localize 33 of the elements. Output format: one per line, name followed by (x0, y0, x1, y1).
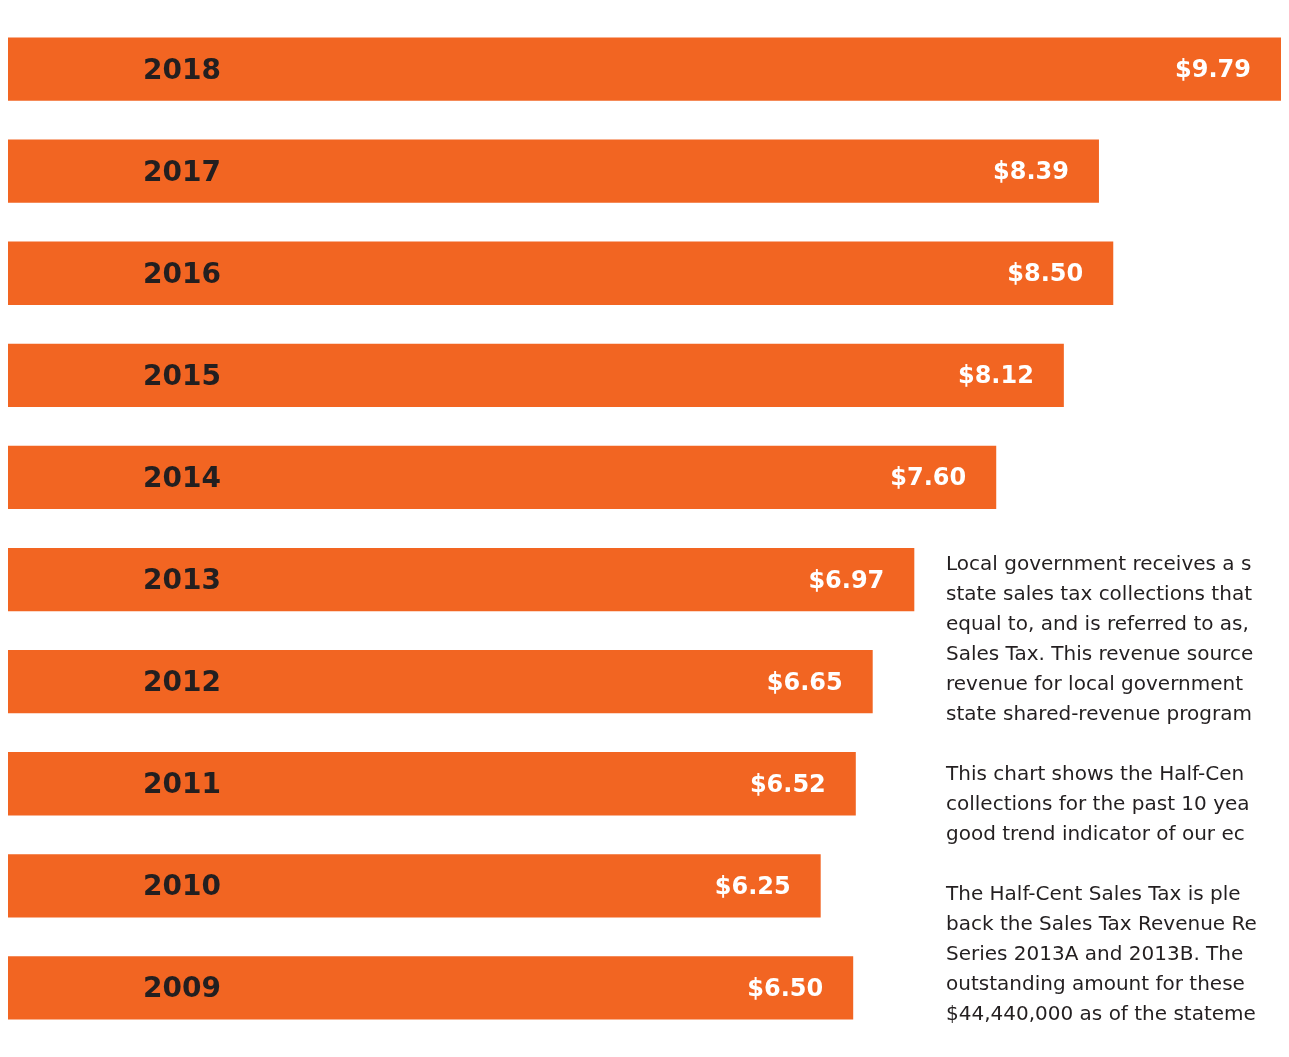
data-label: $6.65 (766, 667, 843, 696)
data-label: $6.25 (714, 871, 791, 900)
data-label: $6.97 (808, 565, 885, 594)
y-tick-label: 2016 (143, 256, 221, 290)
bar (8, 139, 1099, 203)
data-label: $6.50 (747, 973, 824, 1002)
bar (8, 445, 997, 510)
y-tick-label: 2009 (143, 971, 221, 1005)
data-label: $6.52 (749, 769, 826, 798)
y-tick-label: 2015 (143, 358, 221, 392)
data-label: $8.39 (993, 157, 1069, 186)
data-label: $8.12 (957, 361, 1034, 390)
y-tick-label: 2013 (143, 563, 221, 597)
y-tick-label: 2010 (143, 869, 221, 903)
y-tick-label: 2018 (143, 52, 221, 86)
bar (8, 241, 1114, 305)
y-tick-label: 2017 (143, 154, 221, 188)
bar (8, 854, 821, 918)
data-label: $7.60 (890, 463, 967, 492)
bar (8, 37, 1281, 101)
annotation: Local government receives a s state sales tax collections that equal to, and is referred to as, Sales Tax. This revenue source revenue for local government state shared-revenue program (946, 551, 1260, 725)
data-label: $9.79 (1175, 55, 1251, 84)
annotation: The Half-Cent Sales Tax is ple back the Sales Tax Revenue Re Series 2013A and 2013B. The outstanding amount for these $44,440,000 as of the stateme (945, 881, 1264, 1025)
bar (8, 956, 854, 1020)
bar (8, 650, 873, 714)
annotation: This chart shows the Half-Cen collections for the past 10 yea good trend indicator of our ec (945, 761, 1256, 845)
y-tick-label: 2012 (143, 665, 221, 699)
y-tick-label: 2011 (143, 767, 221, 801)
y-tick-label: 2014 (143, 460, 221, 494)
bar (8, 547, 915, 612)
bar (8, 752, 856, 816)
data-label: $8.50 (1007, 259, 1084, 288)
bar (8, 343, 1064, 407)
